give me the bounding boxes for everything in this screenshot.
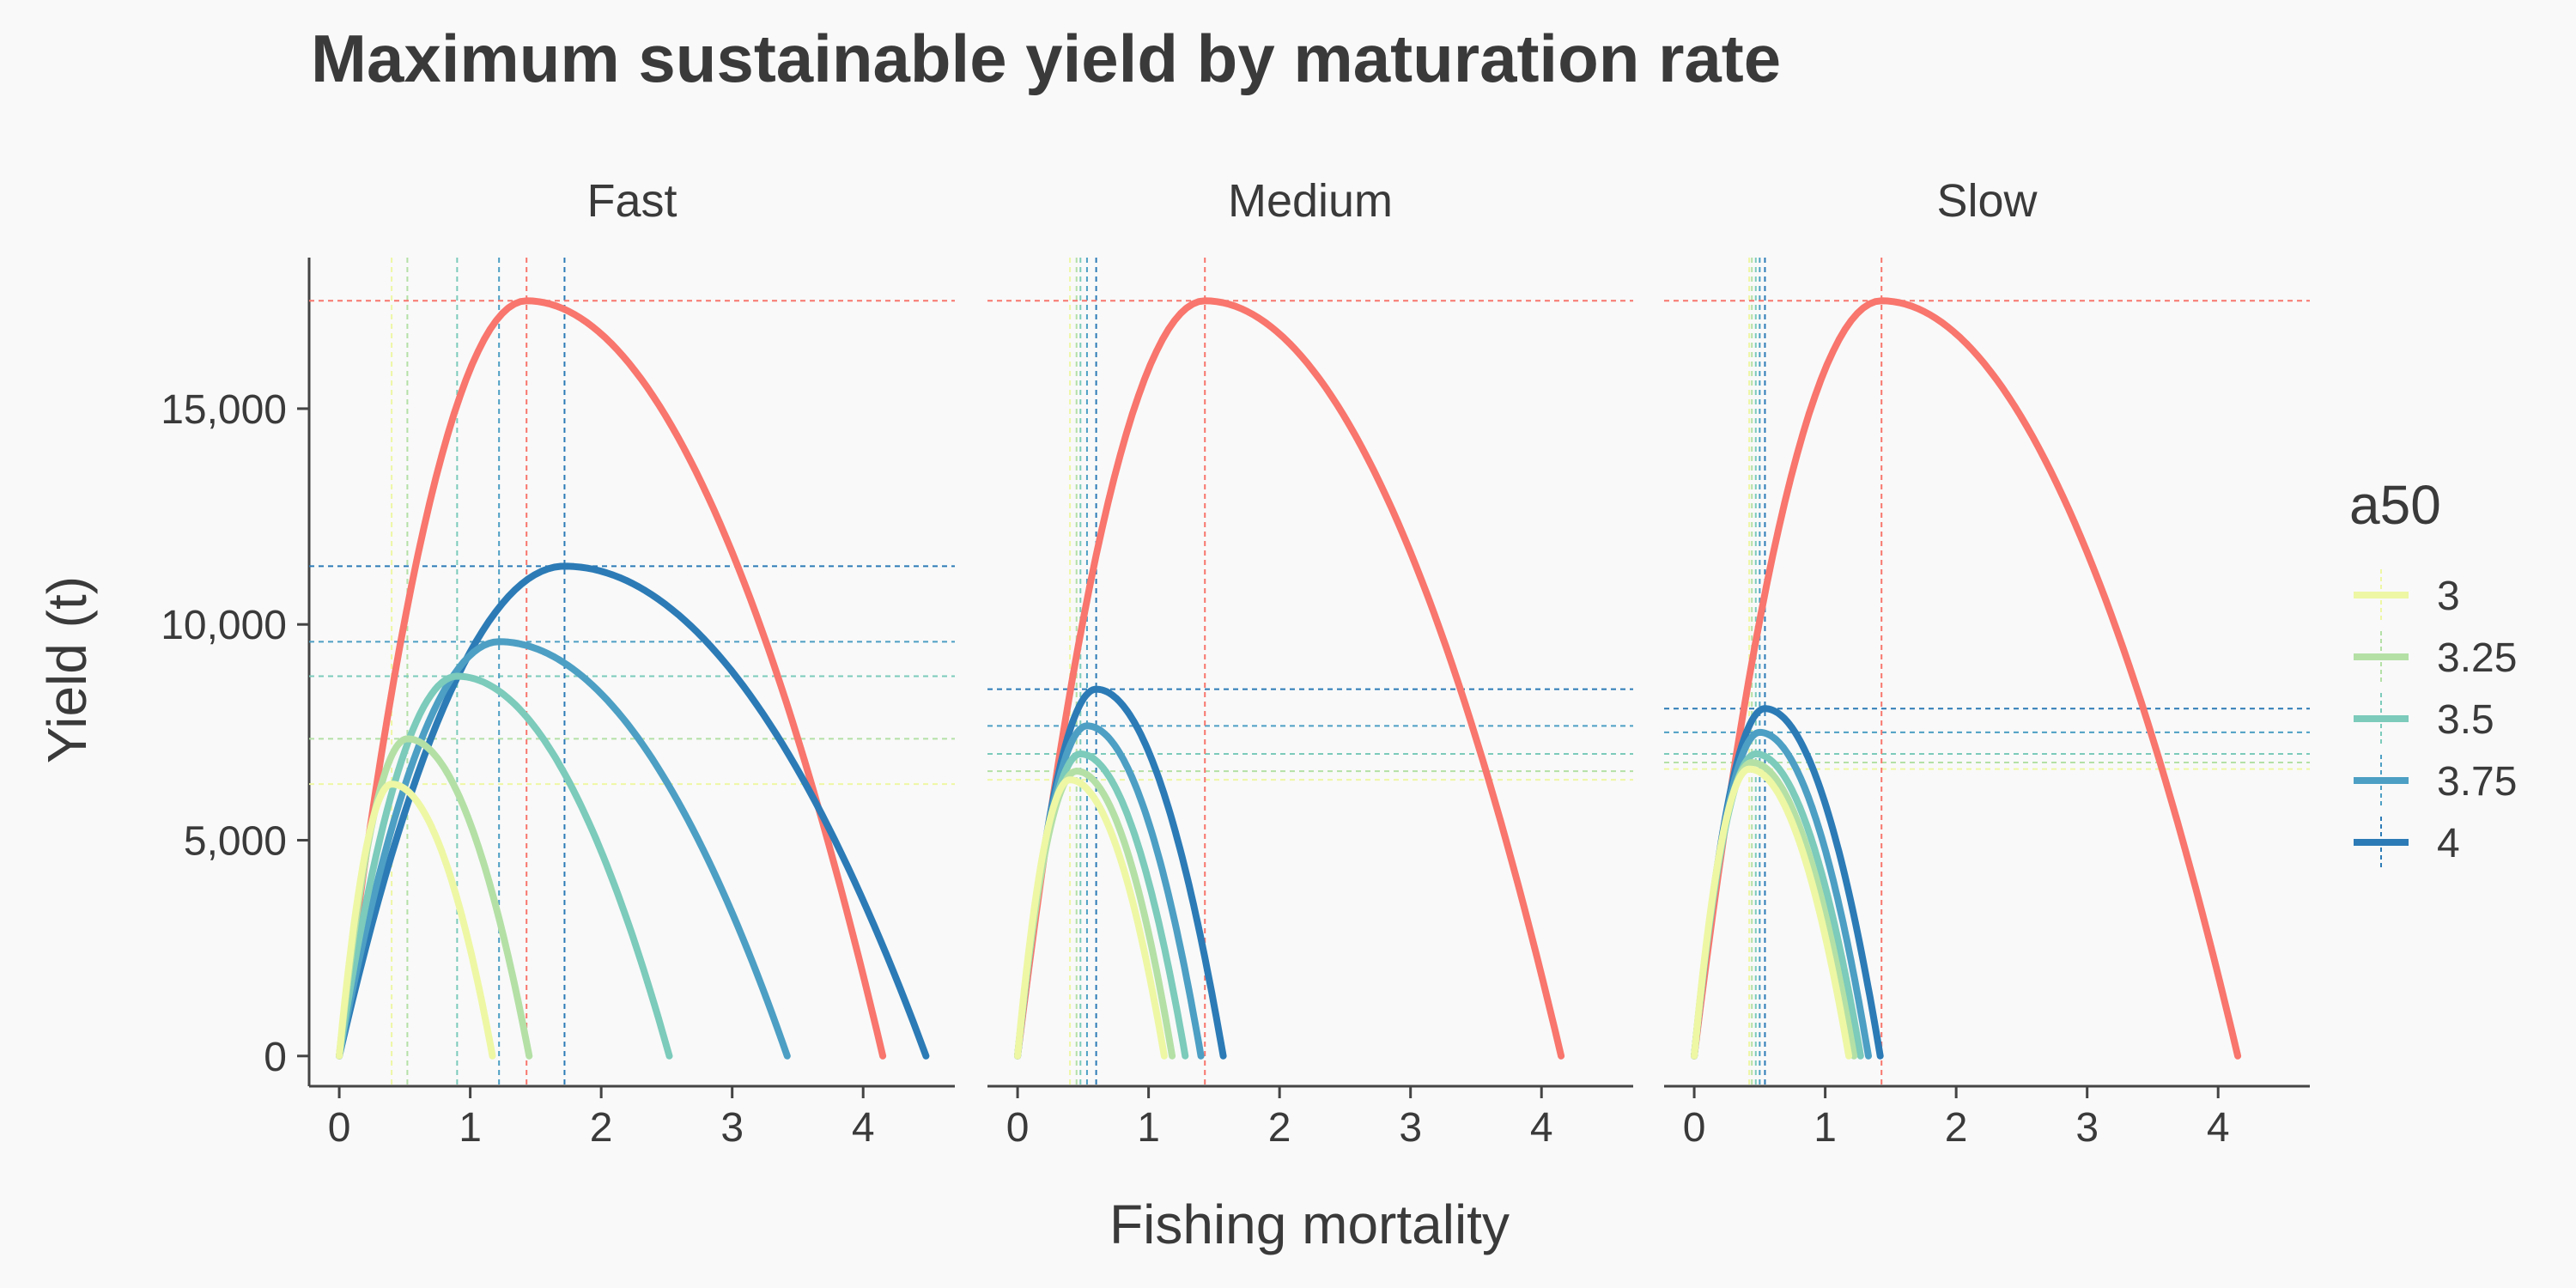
legend-item: 3.75 [2354, 755, 2517, 806]
curve-reference [1014, 297, 1565, 1060]
y-tick-label: 5,000 [184, 819, 287, 865]
legend-label: 3.5 [2437, 697, 2494, 743]
x-tick-label: 2 [1945, 1105, 1968, 1151]
curve-a50-3 [1691, 765, 1853, 1060]
curve-a50-3 [1014, 776, 1168, 1060]
x-tick-label: 3 [720, 1105, 744, 1151]
x-tick-label: 0 [1683, 1105, 1706, 1151]
y-tick-label: 10,000 [161, 603, 287, 648]
panel-fast: Fast 0 1 2 3 4 0 5,000 10,000 15,000 [161, 175, 955, 1151]
x-tick-label: 1 [1137, 1105, 1160, 1151]
legend-item: 3 [2354, 569, 2460, 621]
x-tick-label: 0 [328, 1105, 351, 1151]
curve-a50-3 [336, 781, 496, 1060]
legend: a50 3 3.25 3.5 3.75 4 [2349, 474, 2517, 868]
y-axis-title: Yield (t) [36, 576, 98, 763]
legend-title: a50 [2349, 474, 2441, 536]
y-tick-label: 0 [264, 1035, 287, 1080]
x-tick-label: 1 [459, 1105, 482, 1151]
legend-label: 3 [2437, 574, 2460, 619]
legend-label: 3.25 [2437, 635, 2517, 681]
curve-reference [336, 297, 887, 1060]
strip-label: Slow [1936, 175, 2038, 227]
x-axis-title: Fishing mortality [1109, 1194, 1510, 1255]
x-tick-label: 3 [2075, 1105, 2099, 1151]
legend-item: 4 [2354, 817, 2460, 868]
x-tick-label: 4 [1530, 1105, 1553, 1151]
curve-reference [1691, 297, 2242, 1060]
legend-label: 4 [2437, 821, 2460, 866]
x-tick-label: 3 [1399, 1105, 1422, 1151]
strip-label: Fast [586, 175, 677, 227]
x-tick-label: 4 [852, 1105, 875, 1151]
legend-item: 3.25 [2354, 631, 2517, 683]
chart-title: Maximum sustainable yield by maturation … [311, 21, 1781, 96]
legend-item: 3.5 [2354, 693, 2494, 744]
x-tick-label: 2 [590, 1105, 613, 1151]
legend-label: 3.75 [2437, 759, 2517, 805]
panel-medium: Medium 0 1 2 3 4 [987, 175, 1633, 1151]
curve-a50-4 [336, 562, 930, 1060]
x-tick-label: 1 [1814, 1105, 1837, 1151]
x-tick-label: 0 [1006, 1105, 1030, 1151]
panel-slow: Slow 0 1 2 3 4 [1664, 175, 2310, 1151]
x-tick-label: 4 [2207, 1105, 2230, 1151]
x-tick-label: 2 [1268, 1105, 1291, 1151]
strip-label: Medium [1228, 175, 1393, 227]
curve-a50-3.5 [1014, 750, 1189, 1060]
y-tick-label: 15,000 [161, 387, 287, 433]
curve-a50-3.75 [336, 638, 791, 1060]
